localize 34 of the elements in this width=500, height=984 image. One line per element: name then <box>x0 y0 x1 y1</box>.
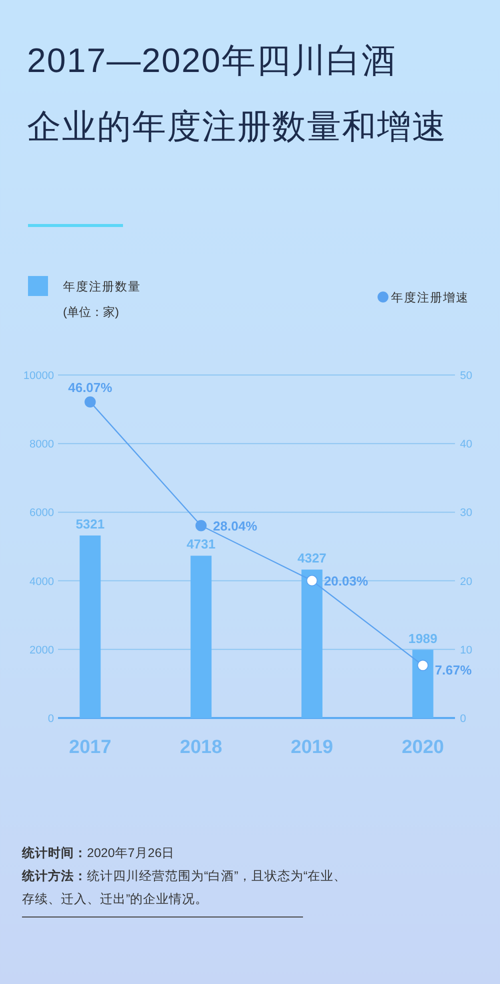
point <box>195 520 207 532</box>
y-tick-label: 6000 <box>30 507 54 520</box>
x-tick-label: 2018 <box>180 737 222 758</box>
data-label: 7.67% <box>434 662 472 678</box>
data-label: 1989 <box>408 630 438 646</box>
x-tick-label: 2017 <box>69 737 112 758</box>
y2-tick-label: 50 <box>460 370 472 382</box>
data-label: 4731 <box>186 536 216 552</box>
y2-tick-label: 20 <box>460 576 472 588</box>
y2-tick-label: 10 <box>460 644 472 656</box>
y-tick-label: 2000 <box>30 644 54 656</box>
data-label: 46.07% <box>68 380 113 395</box>
x-tick-label: 2019 <box>290 737 334 758</box>
y-tick-label: 8000 <box>30 438 54 451</box>
legend-label: 年度注册数量 <box>63 280 141 294</box>
y2-tick-label: 0 <box>460 713 466 725</box>
text: 统计时间：2020年7月26日 <box>21 845 175 860</box>
point <box>84 396 96 408</box>
point <box>306 575 318 586</box>
y2-tick-label: 40 <box>460 438 472 451</box>
y-tick-label: 0 <box>48 713 54 725</box>
y2-tick-label: 30 <box>460 507 472 520</box>
point <box>417 660 428 671</box>
y-axis-title: (单位：家) <box>63 305 119 319</box>
x-tick-label: 2020 <box>402 737 444 758</box>
data-label: 28.04% <box>213 518 258 534</box>
y-tick-label: 10000 <box>23 370 54 382</box>
text: 统计方法：统计四川经营范围为“白酒”，且状态为“在业、存续、迁入、迁出”的企业情况。 <box>21 868 346 906</box>
legend-label: 年度注册增速 <box>391 290 469 304</box>
y-tick-label: 4000 <box>30 576 54 588</box>
data-label: 4327 <box>297 550 326 566</box>
chart-title: 2017—2020年四川白酒企业的年度注册数量和增速 <box>27 42 447 146</box>
data-label: 20.03% <box>324 574 368 589</box>
data-label: 5321 <box>76 516 105 532</box>
